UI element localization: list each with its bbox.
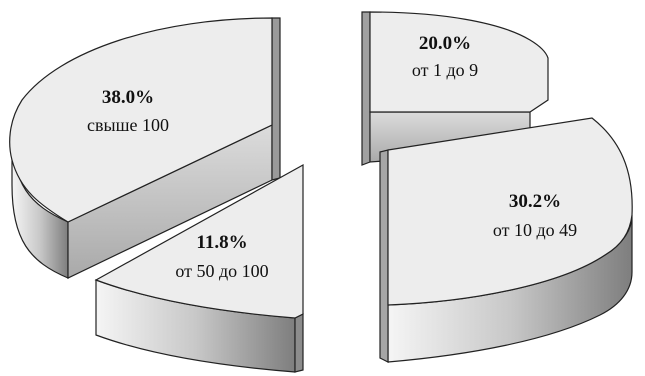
slice-1-9-edge [361, 11, 371, 166]
slice-10-49-percent: 30.2% [509, 191, 561, 212]
slice-10-49-top [387, 117, 633, 306]
slice-1-9-percent: 20.0% [419, 33, 471, 54]
slice-10-49: 30.2% от 10 до 49 [379, 117, 633, 363]
slice-1-9-label: от 1 до 9 [412, 60, 478, 80]
slice-10-49-label: от 10 до 49 [493, 220, 577, 240]
slice-50-100-percent: 11.8% [196, 232, 247, 253]
slice-over-100-label: свыше 100 [87, 115, 169, 135]
slice-50-100-top [94, 163, 304, 319]
slice-50-100-edge [294, 313, 304, 373]
slice-50-100: 11.8% от 50 до 100 [94, 163, 304, 373]
slice-over-100-top [9, 17, 273, 223]
slice-50-100-label: от 50 до 100 [175, 261, 268, 281]
slice-1-9-top [369, 11, 549, 113]
slice-over-100: 38.0% свыше 100 [9, 17, 281, 279]
slice-10-49-edge [379, 149, 389, 363]
slice-over-100-percent: 38.0% [102, 87, 154, 108]
slice-over-100-edge [271, 17, 281, 181]
